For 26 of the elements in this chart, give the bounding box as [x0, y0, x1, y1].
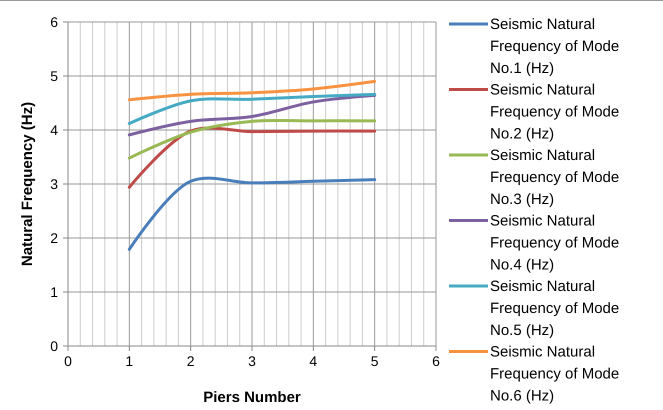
legend-label: Seismic Natural Frequency of Mode No.3 (Hz) [490, 147, 620, 208]
y-axis-title: Natural Frequency (Hz) [19, 102, 36, 266]
y-tick-label: 4 [50, 122, 58, 138]
x-tick-label: 6 [432, 353, 440, 369]
x-tick-label: 4 [309, 353, 318, 369]
y-tick-label: 0 [50, 338, 58, 354]
line-series [128, 94, 376, 136]
x-tick-label: 3 [248, 353, 256, 369]
y-tick-label: 1 [50, 284, 58, 300]
legend-label: Seismic Natural Frequency of Mode No.6 (Hz) [490, 344, 620, 404]
line-series [128, 118, 376, 160]
y-tick-label: 6 [50, 14, 58, 30]
y-tick-label: 3 [50, 176, 58, 192]
x-tick-label: 1 [125, 353, 134, 369]
x-tick-label: 0 [64, 353, 72, 369]
line-series [128, 92, 376, 126]
legend-label: Seismic Natural Frequency of Mode No.5 (Hz) [490, 278, 620, 339]
legend-label: Seismic Natural Frequency of Mode No.4 (Hz) [490, 212, 620, 274]
y-tick-label: 5 [50, 68, 58, 84]
legend-label: Seismic Natural Frequency of Mode No.2 (Hz) [490, 82, 620, 142]
x-tick-label: 5 [370, 353, 379, 369]
y-tick-label: 2 [50, 230, 58, 246]
x-axis-title: Piers Number [203, 389, 301, 406]
line-series [128, 80, 376, 102]
legend-label: Seismic Natural Frequency of Mode No.1 (Hz) [490, 16, 620, 77]
x-tick-label: 2 [186, 353, 195, 369]
